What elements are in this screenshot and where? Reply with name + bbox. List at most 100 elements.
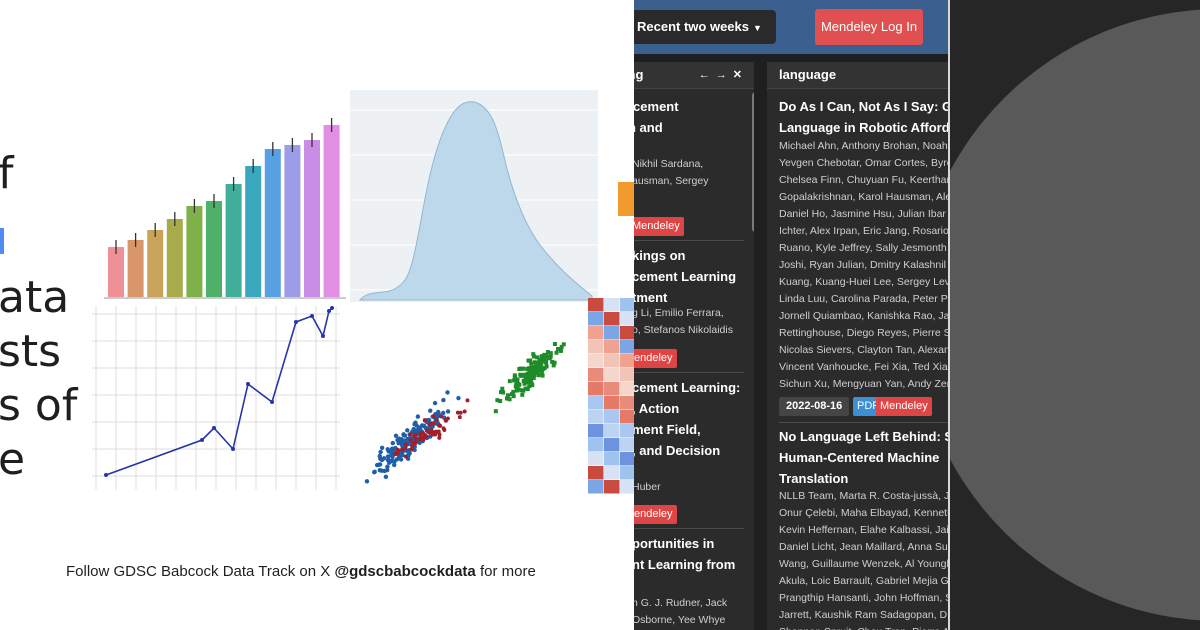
- bar: [225, 184, 242, 297]
- heatmap-cell: [620, 368, 634, 382]
- author-line: Rettinghouse, Diego Reyes, Pierre S: [779, 327, 950, 339]
- paper-authors: g Li, Emilio Ferrara, o, Stefanos Nikolai…: [634, 307, 733, 336]
- line-point: [310, 314, 314, 318]
- paper-title[interactable]: kings on cement Learning tment: [634, 248, 737, 305]
- bar: [108, 247, 124, 297]
- scatter-point: [493, 409, 498, 414]
- scatter-point: [385, 454, 391, 459]
- paper-title[interactable]: portunities in nt Learning from: [634, 536, 736, 572]
- pdf-badge[interactable]: PDF: [853, 397, 883, 416]
- paper-authors: Nikhil Sardana, ausman, Sergey: [634, 158, 709, 187]
- scatter-point: [516, 381, 521, 386]
- heatmap-cell: [604, 438, 620, 452]
- arrow-right-icon[interactable]: →: [715, 69, 733, 81]
- line-point: [330, 306, 334, 310]
- author-line: Vincent Vanhoucke, Fei Xia, Ted Xiao: [779, 361, 950, 373]
- scatter-point: [386, 460, 392, 465]
- scatter-point: [523, 386, 528, 391]
- bar: [284, 145, 301, 297]
- date-range-dropdown[interactable]: Recent two weeks ▼: [634, 10, 776, 44]
- scatter-point: [430, 432, 435, 437]
- scatter-point: [403, 442, 408, 447]
- mendeley-login-button[interactable]: Mendeley Log In: [815, 9, 923, 45]
- scatter-point: [436, 429, 441, 434]
- paper-title[interactable]: No Language Left Behind: Sc Human-Centere…: [779, 429, 950, 486]
- density-area: [358, 101, 593, 301]
- heatmap-cell: [604, 424, 620, 438]
- paper-title[interactable]: cement Learning:, Action ment Field,, and…: [634, 380, 741, 458]
- scatter-point: [551, 363, 556, 368]
- author-line: Sichun Xu, Mengyuan Yan, Andy Zen: [779, 378, 950, 390]
- footer-prefix: Follow GDSC Babcock Data Track on X: [66, 563, 335, 580]
- scatter-point: [540, 373, 545, 378]
- scatter-point: [521, 366, 526, 371]
- mendeley-badge[interactable]: endeley: [634, 349, 677, 368]
- scatter-point: [389, 453, 394, 458]
- line-point: [294, 320, 298, 324]
- heatmap-cell: [604, 368, 620, 382]
- scatter-point: [405, 428, 410, 433]
- scatter-point: [421, 423, 427, 428]
- scrollbar-thumb[interactable]: [752, 92, 754, 232]
- line-point: [246, 382, 250, 386]
- scatter-point: [403, 454, 408, 459]
- line-point: [327, 309, 331, 313]
- line-point: [321, 334, 325, 338]
- scatter-point: [521, 388, 526, 393]
- density-chart-thumbnail: [350, 90, 598, 302]
- author-line: Jornell Quiambao, Kanishka Rao, Ja: [779, 310, 950, 322]
- scatter-point: [512, 373, 517, 378]
- scatter-point: [498, 390, 503, 395]
- arrow-left-icon[interactable]: ←: [698, 69, 716, 81]
- heatmap-cell: [588, 466, 604, 480]
- scatter-point: [396, 436, 402, 441]
- mendeley-badge[interactable]: Mendeley: [876, 397, 932, 416]
- scatter-point: [400, 447, 405, 452]
- mendeley-badge[interactable]: Mendeley: [634, 217, 684, 236]
- scatter-point: [403, 446, 408, 451]
- scrollbar-track[interactable]: [751, 90, 754, 630]
- bar: [264, 149, 281, 297]
- author-line: Jarrett, Kaushik Ram Sadagopan, D: [779, 609, 948, 621]
- scatter-point: [531, 354, 536, 359]
- scatter-point: [372, 469, 377, 475]
- heatmap-cell: [620, 452, 634, 466]
- author-line: Kuang, Kuang-Huei Lee, Sergey Levi: [779, 276, 950, 288]
- heatmap-cell: [588, 452, 604, 466]
- scatter-point: [437, 423, 442, 428]
- paper-authors: Huber: [634, 481, 661, 493]
- scatter-point: [519, 388, 524, 393]
- scatter-point: [420, 430, 425, 435]
- scatter-point: [376, 462, 381, 468]
- heatmap-cell: [588, 410, 604, 424]
- bar: [127, 240, 144, 297]
- scatter-point: [511, 389, 516, 394]
- author-line: Wang, Guillaume Wenzek, Al Youngl: [779, 558, 949, 570]
- paper-title[interactable]: rcementn and: [634, 99, 679, 135]
- scatter-point: [525, 387, 530, 392]
- slide-text-line-2: ata: [0, 272, 70, 323]
- heatmap-cell: [604, 382, 620, 396]
- paper-title[interactable]: Do As I Can, Not As I Say: Gro Language i…: [779, 99, 950, 135]
- scatter-point: [539, 361, 544, 366]
- author-line: Daniel Licht, Jean Maillard, Anna Su: [779, 541, 948, 553]
- slide-text-line-1: f: [0, 148, 14, 199]
- orange-box-fragment: [618, 182, 634, 216]
- close-icon[interactable]: ✕: [732, 69, 748, 81]
- paper-authors: NLLB Team, Marta R. Costa-jussà, Ja Onur …: [779, 488, 950, 630]
- mendeley-badge[interactable]: endeley: [634, 505, 677, 524]
- chart-collage: [92, 90, 634, 494]
- heatmap-cell: [620, 382, 634, 396]
- scatter-point: [531, 352, 536, 357]
- heatmap-cell: [620, 354, 634, 368]
- heatmap-cell: [588, 326, 604, 340]
- scatter-point: [393, 452, 398, 457]
- heatmap-cell: [604, 466, 620, 480]
- scatter-point: [554, 350, 559, 355]
- author-line: Daniel Ho, Jasmine Hsu, Julian Ibar: [779, 208, 946, 220]
- scatter-point: [390, 440, 395, 446]
- scatter-point: [393, 433, 399, 438]
- chevron-down-icon: ▼: [753, 23, 762, 33]
- scatter-point: [550, 359, 555, 364]
- heatmap-cell: [604, 396, 620, 410]
